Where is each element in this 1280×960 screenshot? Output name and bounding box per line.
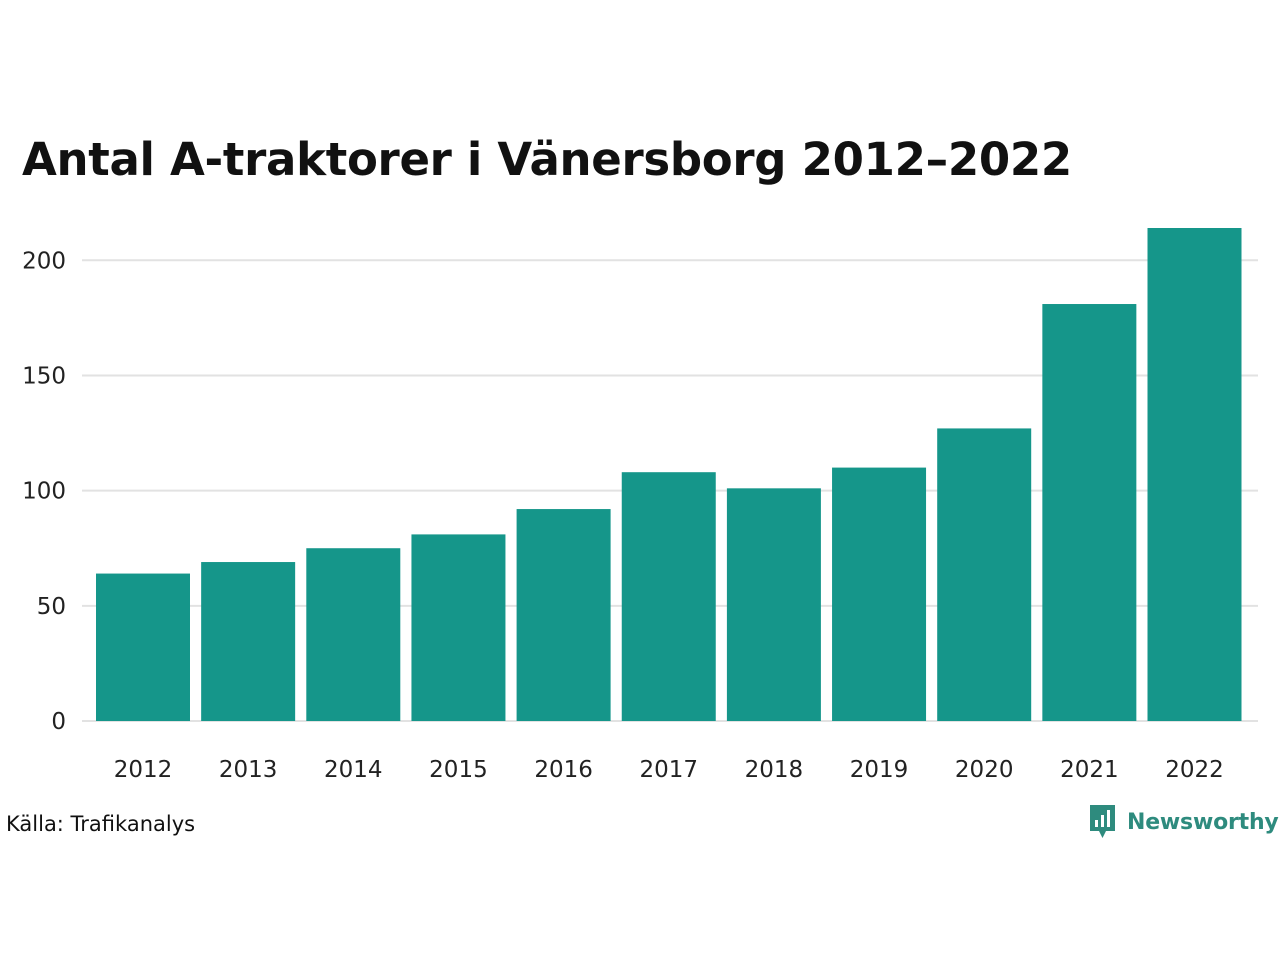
newsworthy-logo-icon [1090,805,1115,838]
bar-2013 [201,562,296,721]
y-tick-label: 50 [37,594,66,620]
brand-name: Newsworthy [1127,809,1279,835]
bar-2019 [832,467,927,721]
bar-2016 [516,509,611,721]
x-axis-ticks: 2012 2013 2014 2015 2016 2017 2018 2019 2020 2021… [114,757,1224,783]
source-note: Källa: Trafikanalys [6,812,196,836]
x-tick-label: 2018 [745,757,804,783]
x-tick-label: 2022 [1165,757,1224,783]
bar-2014 [306,548,401,721]
bar-2022 [1147,228,1242,721]
bar-2017 [621,472,716,721]
x-tick-label: 2016 [534,757,593,783]
y-tick-label: 0 [51,709,66,735]
x-tick-label: 2017 [639,757,698,783]
y-axis-ticks: 0 50 100 150 200 [22,248,66,735]
bars [96,228,1242,721]
x-tick-label: 2012 [114,757,173,783]
bar-2012 [96,573,190,721]
x-tick-label: 2021 [1060,757,1119,783]
bar-2015 [411,534,506,721]
x-tick-label: 2020 [955,757,1014,783]
x-tick-label: 2013 [219,757,278,783]
bar-2021 [1042,304,1137,721]
bar-2020 [937,428,1032,721]
x-tick-label: 2015 [429,757,488,783]
y-tick-label: 200 [22,248,66,274]
x-tick-label: 2019 [850,757,909,783]
bar-2018 [726,488,821,721]
y-tick-label: 150 [22,363,66,389]
x-tick-label: 2014 [324,757,383,783]
y-tick-label: 100 [22,479,66,505]
newsworthy-brand: Newsworthy [1088,802,1279,842]
chart-title: Antal A-traktorer i Vänersborg 2012–2022 [22,133,1072,186]
